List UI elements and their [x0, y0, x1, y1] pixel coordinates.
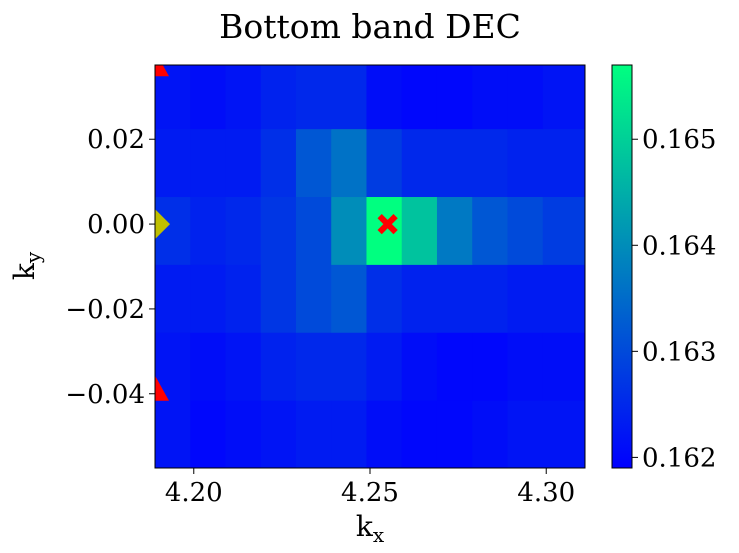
- heatmap-cell: [507, 196, 544, 265]
- heatmap-cell: [225, 264, 262, 333]
- y-tick-label: 0.00: [87, 210, 145, 240]
- heatmap-cell: [295, 128, 332, 198]
- heatmap-cell: [436, 400, 473, 469]
- heatmap-cell: [366, 264, 403, 333]
- heatmap-cell: [331, 332, 367, 401]
- colorbar-tick-label: 0.165: [642, 125, 716, 155]
- heatmap-cell: [190, 65, 226, 130]
- heatmap-cell: [260, 264, 297, 333]
- heatmap-cell: [507, 264, 544, 333]
- heatmap-cell: [190, 128, 226, 198]
- heatmap-cell: [401, 65, 438, 130]
- red-triangle-marker-bottom: [155, 375, 169, 401]
- x-tick-label: 4.30: [517, 478, 575, 508]
- heatmap-cell: [225, 128, 262, 198]
- heatmap-cell: [472, 65, 508, 130]
- heatmap-cell: [260, 196, 297, 265]
- heatmap-cell: [436, 264, 473, 333]
- heatmap-cell: [401, 400, 438, 469]
- heatmap-cell: [190, 400, 226, 469]
- heatmap-cell: [507, 332, 544, 401]
- heatmap-cell: [190, 332, 226, 401]
- heatmap-cells: [155, 65, 586, 469]
- y-tick-label: 0.02: [87, 125, 145, 155]
- heatmap-cell: [542, 196, 586, 265]
- heatmap-cell: [366, 332, 403, 401]
- heatmap-cell: [225, 65, 262, 130]
- x-axis-label-sub: x: [373, 523, 385, 547]
- heatmap-cell: [542, 332, 586, 401]
- x-axis-label: kx: [356, 510, 385, 547]
- heatmap-cell: [436, 128, 473, 198]
- heatmap-cell: [507, 65, 544, 130]
- heatmap-cell: [472, 400, 508, 469]
- heatmap-cell: [260, 400, 297, 469]
- x-axis-label-main: k: [356, 510, 374, 543]
- heatmap-cell: [542, 264, 586, 333]
- heatmap-cell: [436, 65, 473, 130]
- heatmap-cell: [542, 128, 586, 198]
- heatmap-cell: [190, 264, 226, 333]
- heatmap-cell: [260, 65, 297, 130]
- chart-title: Bottom band DEC: [219, 7, 521, 46]
- heatmap-cell: [295, 332, 332, 401]
- y-axis-label-sub: y: [21, 251, 45, 264]
- heatmap-cell: [542, 400, 586, 469]
- heatmap-cell: [155, 264, 191, 333]
- heatmap-cell: [155, 400, 191, 469]
- heatmap-cell: [366, 400, 403, 469]
- heatmap-cell: [190, 196, 226, 265]
- heatmap-cell: [295, 264, 332, 333]
- heatmap-cell: [331, 128, 367, 198]
- heatmap-cell: [401, 196, 438, 265]
- heatmap-cell: [472, 332, 508, 401]
- x-tick-label: 4.25: [341, 478, 399, 508]
- heatmap-cell: [401, 264, 438, 333]
- y-axis-ticks: 0.02 0.00 −0.02 −0.04: [65, 125, 155, 410]
- y-tick-label: −0.02: [65, 295, 145, 325]
- heatmap-cell: [225, 400, 262, 469]
- heatmap-cell: [542, 65, 586, 130]
- heatmap-markers: [155, 65, 398, 401]
- heatmap-cell: [401, 128, 438, 198]
- heatmap-cell: [331, 400, 367, 469]
- colorbar-tick-label: 0.163: [642, 337, 716, 367]
- x-marker: [377, 213, 398, 235]
- y-tick-label: −0.04: [65, 380, 145, 410]
- heatmap-cell: [366, 128, 403, 198]
- heatmap-cell: [436, 196, 473, 265]
- heatmap-cell: [295, 65, 332, 130]
- colorbar-ticks: 0.162 0.163 0.164 0.165: [632, 125, 716, 473]
- x-axis-ticks: 4.20 4.25 4.30: [165, 468, 575, 508]
- heatmap-cell: [507, 400, 544, 469]
- x-marker-stroke: [377, 213, 398, 235]
- heatmap-cell: [366, 65, 403, 130]
- heatmap-cell: [331, 65, 367, 130]
- heatmap-cell: [295, 196, 332, 265]
- x-tick-label: 4.20: [165, 478, 223, 508]
- heatmap-cell: [260, 332, 297, 401]
- heatmap-cell: [472, 128, 508, 198]
- colorbar-tick-label: 0.164: [642, 231, 716, 261]
- heatmap-cell: [507, 128, 544, 198]
- heatmap-cell: [472, 196, 508, 265]
- heatmap-cell: [295, 400, 332, 469]
- heatmap-cell: [260, 128, 297, 198]
- colorbar: [611, 64, 633, 469]
- heatmap-cell: [401, 332, 438, 401]
- heatmap-cell: [472, 264, 508, 333]
- yellow-diamond-marker: [155, 209, 170, 240]
- red-triangle-marker-top: [155, 65, 169, 77]
- heatmap-cell: [331, 196, 367, 265]
- heatmap-cell: [225, 196, 262, 265]
- y-axis-label: ky: [8, 251, 45, 280]
- colorbar-tick-label: 0.162: [642, 443, 716, 473]
- heatmap-cell: [331, 264, 367, 333]
- heatmap-cell: [436, 332, 473, 401]
- y-axis-label-main: k: [8, 262, 41, 280]
- heatmap-cell: [225, 332, 262, 401]
- heatmap-cell: [155, 128, 191, 198]
